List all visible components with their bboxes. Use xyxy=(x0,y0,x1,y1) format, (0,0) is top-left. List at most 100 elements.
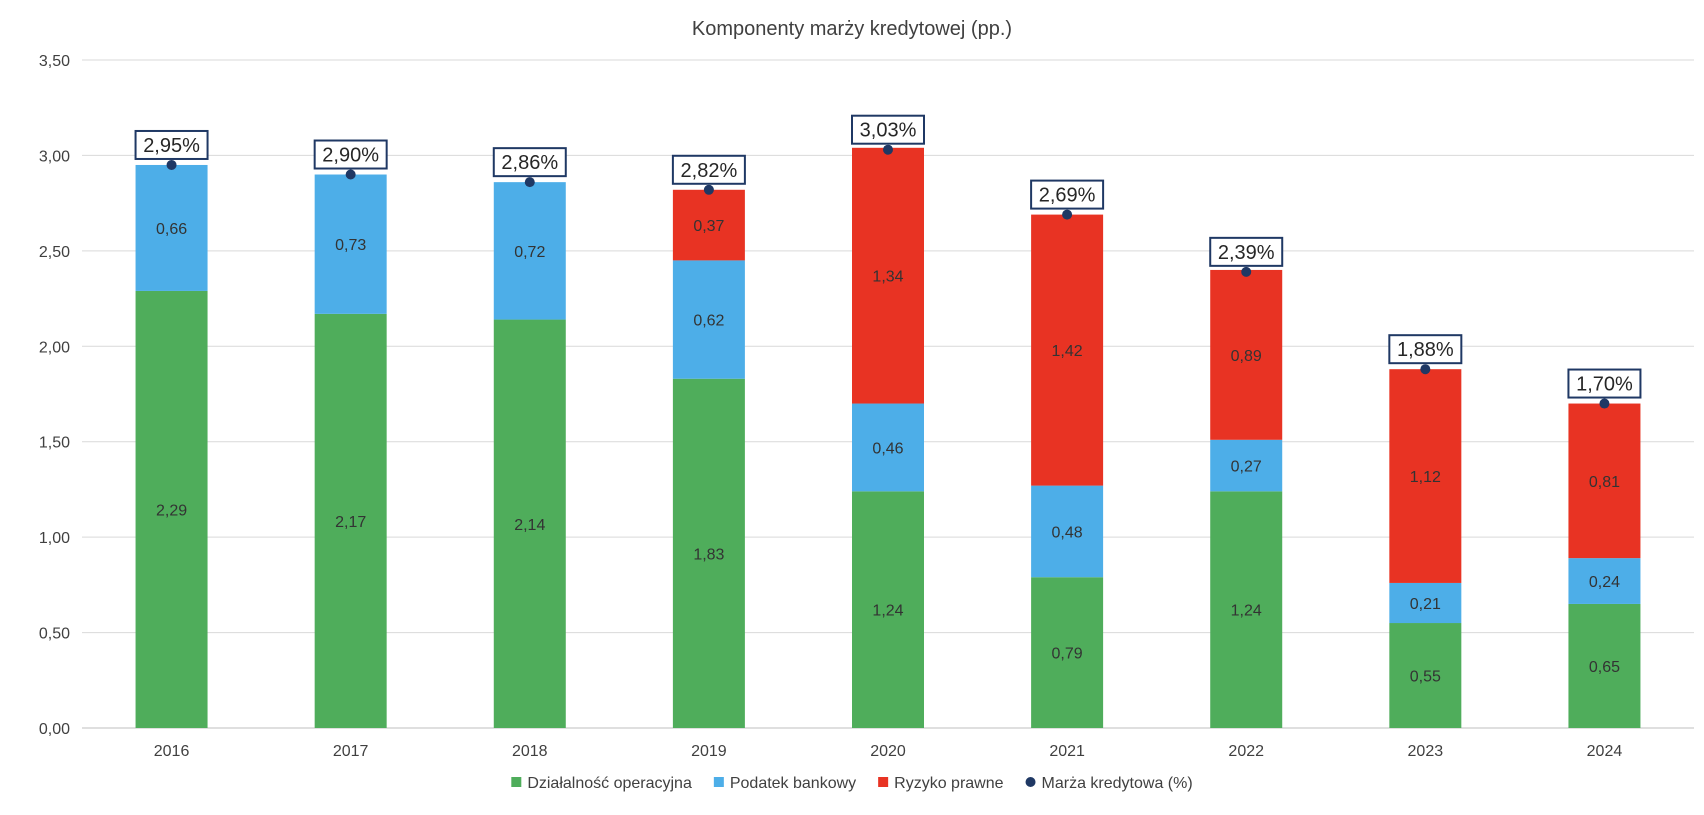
legend-label: Ryzyko prawne xyxy=(894,775,1003,792)
data-label: 0,24 xyxy=(1589,574,1620,591)
data-label: 0,48 xyxy=(1052,524,1083,541)
data-label: 1,34 xyxy=(872,269,903,286)
bar-segment xyxy=(672,189,745,261)
y-tick-label: 2,00 xyxy=(39,339,70,356)
y-tick-label: 1,00 xyxy=(39,530,70,547)
x-tick-label: 2024 xyxy=(1587,743,1623,760)
legend-label: Działalność operacyjna xyxy=(527,775,692,792)
marker-point xyxy=(1241,266,1252,277)
marker-point xyxy=(703,184,714,195)
bar-segment xyxy=(493,182,566,320)
data-label: 0,62 xyxy=(693,313,724,330)
marker-point xyxy=(166,159,177,170)
bar-segment xyxy=(1031,577,1104,728)
y-tick-label: 0,00 xyxy=(39,721,70,738)
data-label: 2,29 xyxy=(156,502,187,519)
bar-segment xyxy=(1568,603,1641,728)
bar-segment xyxy=(1389,369,1462,583)
data-label: 2,17 xyxy=(335,514,366,531)
x-tick-label: 2021 xyxy=(1049,743,1085,760)
marker-label: 2,86% xyxy=(501,152,558,174)
bar-segment xyxy=(852,147,924,404)
marker-point xyxy=(345,169,356,180)
data-label: 0,72 xyxy=(514,244,545,261)
bar-segment xyxy=(1568,558,1641,604)
data-label: 0,27 xyxy=(1231,459,1262,476)
marker-point xyxy=(524,177,535,188)
marker-label-box xyxy=(1388,334,1463,365)
x-tick-label: 2022 xyxy=(1228,743,1264,760)
y-tick-label: 3,00 xyxy=(39,148,70,165)
bar-segment xyxy=(493,319,566,728)
marker-label: 3,03% xyxy=(860,120,917,142)
marker-label: 2,69% xyxy=(1039,185,1096,207)
data-label: 1,24 xyxy=(1231,603,1262,620)
data-label: 0,37 xyxy=(693,218,724,235)
data-label: 2,14 xyxy=(514,517,545,534)
bar-segment xyxy=(672,260,745,379)
data-label: 0,66 xyxy=(156,221,187,238)
marker-point xyxy=(883,144,893,155)
bar-segment xyxy=(1210,491,1283,728)
bar-segment xyxy=(1389,582,1462,624)
chart-title: Komponenty marży kredytowej (pp.) xyxy=(691,18,1013,40)
data-label: 0,46 xyxy=(872,440,903,457)
y-tick-label: 3,50 xyxy=(39,53,70,70)
x-tick-label: 2018 xyxy=(512,743,548,760)
marker-label: 1,88% xyxy=(1397,339,1454,361)
legend-label: Marża kredytowa (%) xyxy=(1042,775,1193,792)
data-label: 0,79 xyxy=(1052,646,1083,663)
bar-segment xyxy=(1389,623,1462,728)
marker-label: 2,39% xyxy=(1218,242,1275,264)
data-label: 1,42 xyxy=(1052,343,1083,360)
marker-label-box xyxy=(1567,368,1642,399)
data-label: 0,81 xyxy=(1589,474,1620,491)
bar-segment xyxy=(135,290,208,728)
legend-swatch xyxy=(1025,777,1036,787)
marker-point xyxy=(1599,398,1610,409)
marker-point xyxy=(1420,364,1431,375)
data-label: 1,24 xyxy=(872,603,903,620)
data-label: 0,89 xyxy=(1231,348,1262,365)
bar-segment xyxy=(1210,439,1283,492)
y-tick-label: 0,50 xyxy=(39,626,70,643)
x-tick-label: 2017 xyxy=(333,743,369,760)
marker-label: 1,70% xyxy=(1576,374,1633,396)
data-label: 0,21 xyxy=(1410,596,1441,613)
y-tick-label: 2,50 xyxy=(39,244,70,261)
data-label: 0,55 xyxy=(1410,669,1441,686)
x-tick-label: 2019 xyxy=(691,743,727,760)
bar-segment xyxy=(314,313,387,728)
legend-swatch xyxy=(878,777,889,787)
marker-label-box xyxy=(492,147,567,178)
data-label: 1,83 xyxy=(693,546,724,563)
data-label: 1,12 xyxy=(1410,469,1441,486)
bar-segment xyxy=(135,164,208,291)
marker-label-box xyxy=(134,129,209,160)
marker-label: 2,95% xyxy=(143,135,200,157)
legend-swatch xyxy=(511,777,522,787)
bar-segment xyxy=(852,491,924,728)
marker-point xyxy=(1062,209,1073,220)
bar-segment xyxy=(1568,403,1641,559)
x-tick-label: 2020 xyxy=(870,743,906,760)
marker-label-box xyxy=(671,154,746,185)
legend-label: Podatek bankowy xyxy=(730,775,856,792)
marker-label-box xyxy=(851,114,925,145)
bar-segment xyxy=(1031,214,1104,486)
marker-label: 2,82% xyxy=(681,160,738,182)
bar-segment xyxy=(1210,269,1283,440)
marker-label-box xyxy=(1209,236,1284,267)
data-label: 0,65 xyxy=(1589,659,1620,676)
x-tick-label: 2023 xyxy=(1408,743,1444,760)
marker-label: 2,90% xyxy=(322,145,379,167)
marker-label-box xyxy=(313,139,388,170)
data-label: 0,73 xyxy=(335,237,366,254)
legend-swatch xyxy=(713,777,724,787)
bar-segment xyxy=(852,403,924,492)
x-tick-label: 2016 xyxy=(154,743,190,760)
y-tick-label: 1,50 xyxy=(39,435,70,452)
bar-segment xyxy=(1031,485,1104,578)
